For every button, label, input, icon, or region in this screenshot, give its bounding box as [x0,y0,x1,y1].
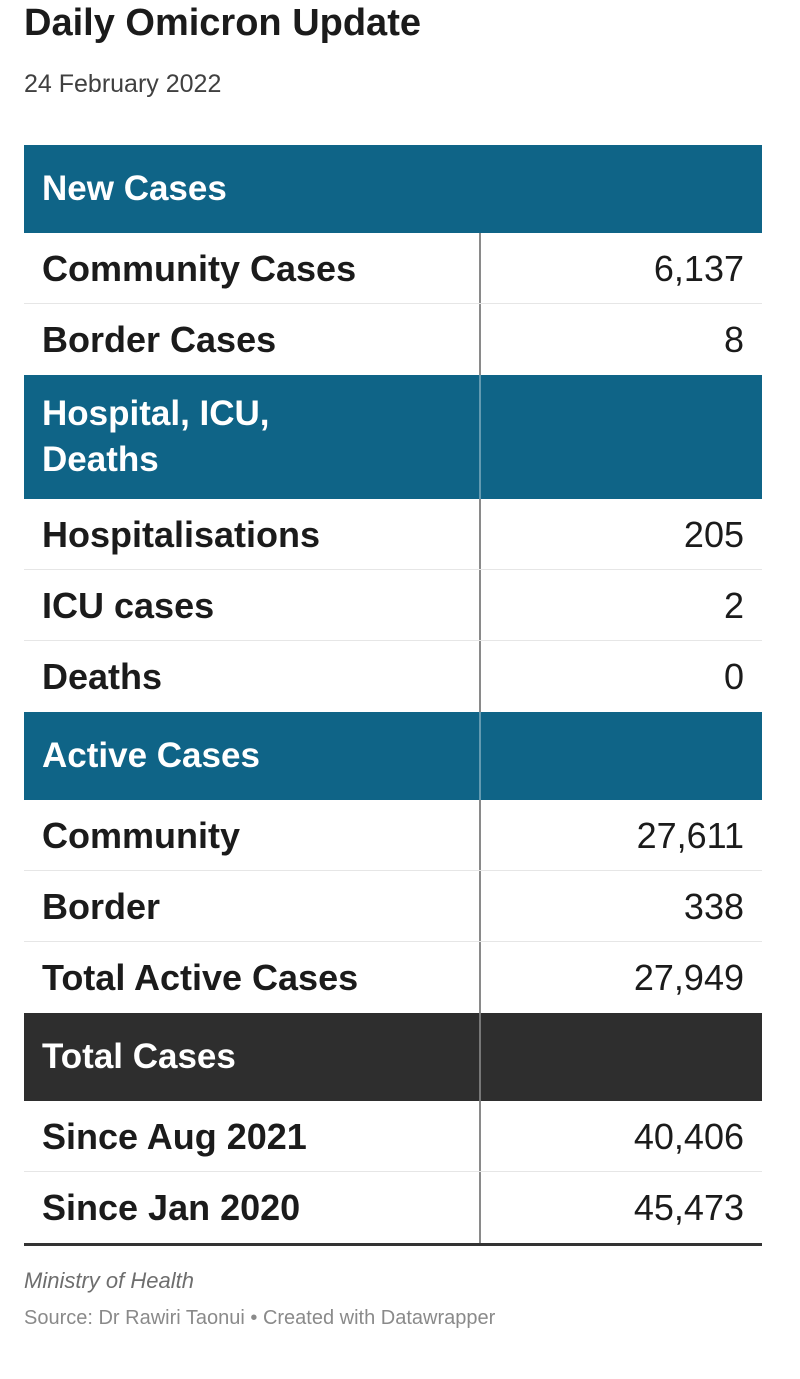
section-header-line: Active Cases [42,736,260,775]
section-header-0: New Cases [24,145,762,233]
section-header-2: Active Cases [24,712,762,800]
section-header-1: Hospital, ICU, Deaths [24,375,762,499]
section-header-label: New Cases [42,166,227,212]
table-row: ICU cases 2 [24,570,762,641]
row-value: 27,611 [636,815,744,856]
row-label: Border [42,886,161,927]
row-label: Community [42,815,240,856]
page-subtitle: 24 February 2022 [24,70,222,98]
table-row: Community Cases 6,137 [24,233,762,304]
table-row: Community 27,611 [24,800,762,871]
table-row: Border Cases 8 [24,304,762,375]
page-title: Daily Omicron Update [24,2,421,44]
table-row: Deaths 0 [24,641,762,712]
row-label: Deaths [42,656,163,697]
section-header-line: Total Cases [42,1037,236,1076]
section-header-3: Total Cases [24,1013,762,1101]
table-row: Since Aug 2021 40,406 [24,1101,762,1172]
table-row: Since Jan 2020 45,473 [24,1172,762,1243]
row-value: 338 [683,886,744,927]
row-label: ICU cases [42,585,215,626]
row-value: 40,406 [633,1116,744,1157]
footer-organization: Ministry of Health [24,1268,194,1293]
row-value: 27,949 [633,957,744,998]
row-label: Since Aug 2021 [42,1116,307,1157]
row-value: 45,473 [633,1187,744,1228]
row-label: Hospitalisations [42,514,321,555]
section-header-label: Total Cases [42,1034,236,1080]
stats-table: New Cases Community Cases 6,137 Border Case… [24,145,762,1246]
row-value: 8 [723,319,744,360]
table-row: Border 338 [24,871,762,942]
row-value: 6,137 [653,248,744,289]
row-label: Border Cases [42,319,277,360]
section-header-label: Hospital, ICU, Deaths [42,391,270,483]
table-row: Hospitalisations 205 [24,499,762,570]
section-header-line: New Cases [42,169,227,208]
section-header-line: Hospital, ICU, [42,394,270,433]
footer-source: Source: Dr Rawiri Taonui • Created with … [24,1307,496,1329]
row-value: 2 [723,585,744,626]
row-value: 205 [683,514,744,555]
row-label: Community Cases [42,248,357,289]
row-value: 0 [723,656,744,697]
row-label: Total Active Cases [42,957,359,998]
row-label: Since Jan 2020 [42,1187,301,1228]
table-row: Total Active Cases 27,949 [24,942,762,1013]
section-header-label: Active Cases [42,733,260,779]
section-header-line: Deaths [42,440,159,479]
